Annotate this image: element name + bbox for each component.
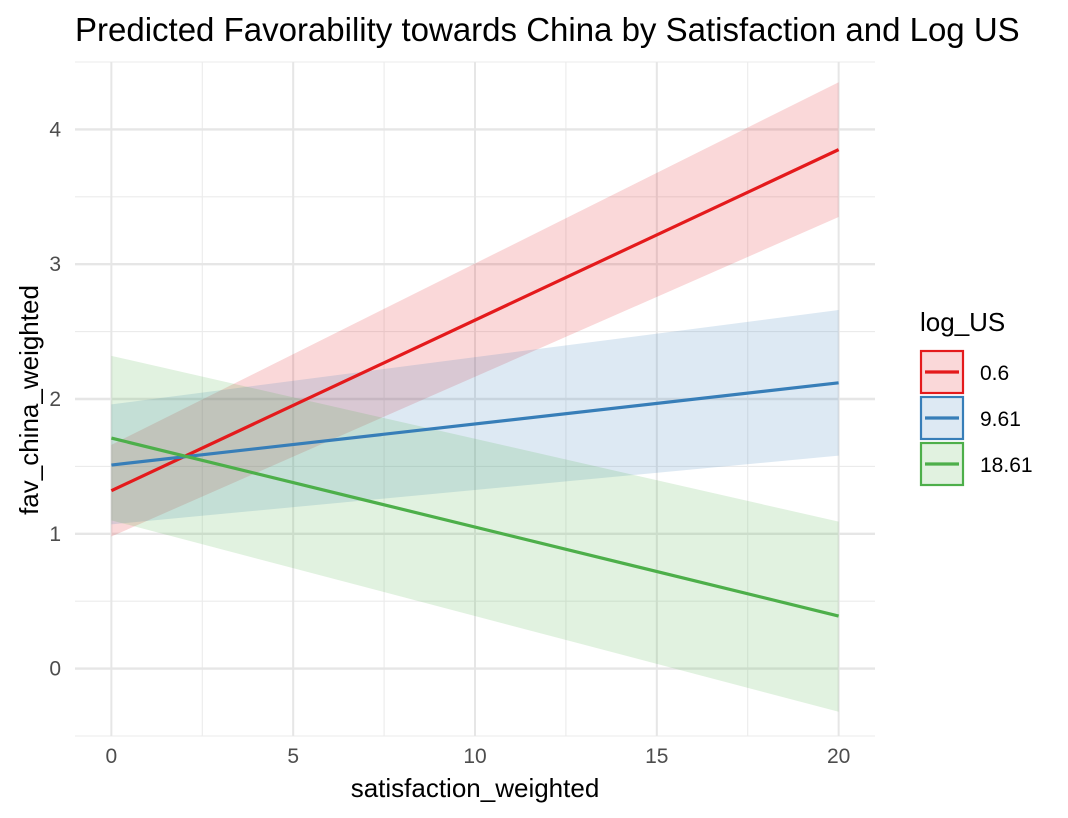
grid [75,61,875,737]
confidence-band-9-61 [111,310,839,525]
x-tick-label: 0 [106,745,118,768]
x-tick-label: 10 [463,745,486,768]
legend: log_US 0.6 9.61 18.61 [919,307,1033,487]
legend-title: log_US [920,307,1005,337]
series-line-9-61 [111,381,839,467]
series-lines [110,148,840,618]
chart-title: Predicted Favorability towards China by … [75,11,1020,48]
series-line-0-6 [110,148,840,493]
legend-label: 18.61 [980,454,1033,477]
series-line-18-61 [110,436,840,618]
y-tick-label: 1 [49,523,61,546]
y-tick-label: 3 [49,253,61,276]
y-axis-ticks: 0 1 2 3 4 [49,118,61,680]
x-axis-ticks: 0 5 10 15 20 [106,745,851,768]
x-axis-title: satisfaction_weighted [351,773,600,803]
legend-label: 9.61 [980,408,1021,431]
y-tick-label: 0 [49,658,61,681]
y-tick-label: 2 [49,388,61,411]
confidence-band-0-6 [111,82,839,537]
x-tick-label: 20 [827,745,850,768]
y-axis-title: fav_china_weighted [14,285,44,515]
y-tick-label: 4 [49,118,61,141]
legend-label: 0.6 [980,362,1009,385]
x-tick-label: 15 [645,745,668,768]
x-tick-label: 5 [287,745,299,768]
